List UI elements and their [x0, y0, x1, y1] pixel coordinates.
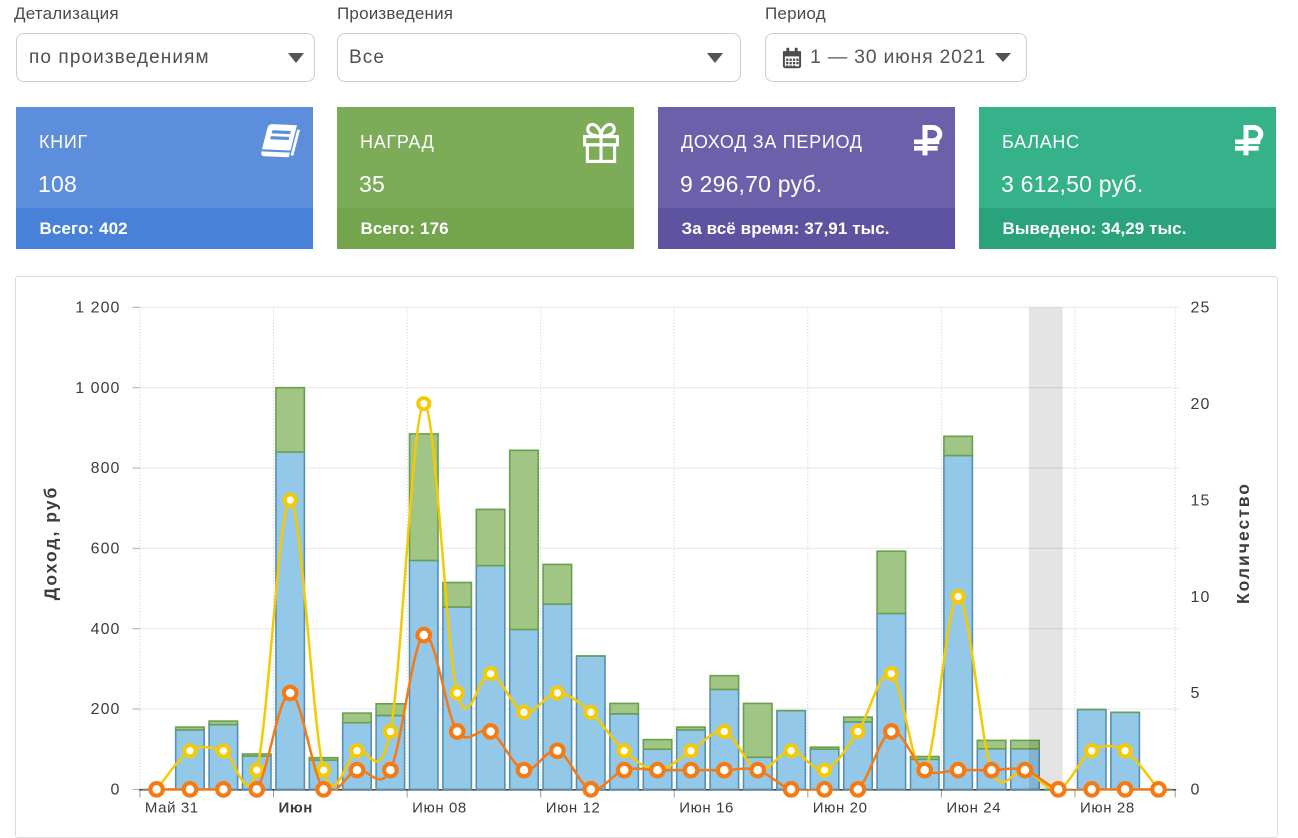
svg-text:Июн 28: Июн 28: [1080, 800, 1135, 817]
svg-text:Июн 16: Июн 16: [679, 800, 734, 817]
svg-text:10: 10: [1191, 589, 1211, 606]
svg-text:0: 0: [111, 782, 121, 799]
svg-text:800: 800: [91, 460, 121, 477]
svg-text:Май 31: Май 31: [145, 800, 199, 817]
svg-text:Июн 20: Июн 20: [813, 800, 868, 817]
svg-text:Доход, руб: Доход, руб: [41, 486, 61, 601]
svg-text:Июн 24: Июн 24: [946, 800, 1001, 817]
svg-text:Июн 08: Июн 08: [412, 800, 467, 817]
svg-text:200: 200: [91, 701, 121, 718]
svg-text:15: 15: [1191, 492, 1211, 509]
svg-text:Июн: Июн: [279, 800, 313, 817]
svg-text:600: 600: [91, 541, 121, 558]
svg-text:400: 400: [91, 621, 121, 638]
svg-text:0: 0: [1191, 782, 1201, 799]
svg-text:1 000: 1 000: [75, 380, 120, 397]
svg-text:25: 25: [1191, 300, 1211, 317]
svg-text:1 200: 1 200: [75, 300, 120, 317]
svg-text:20: 20: [1191, 396, 1211, 413]
svg-text:Количество: Количество: [1233, 482, 1253, 604]
svg-text:Июн 12: Июн 12: [546, 800, 601, 817]
svg-text:5: 5: [1191, 685, 1201, 702]
